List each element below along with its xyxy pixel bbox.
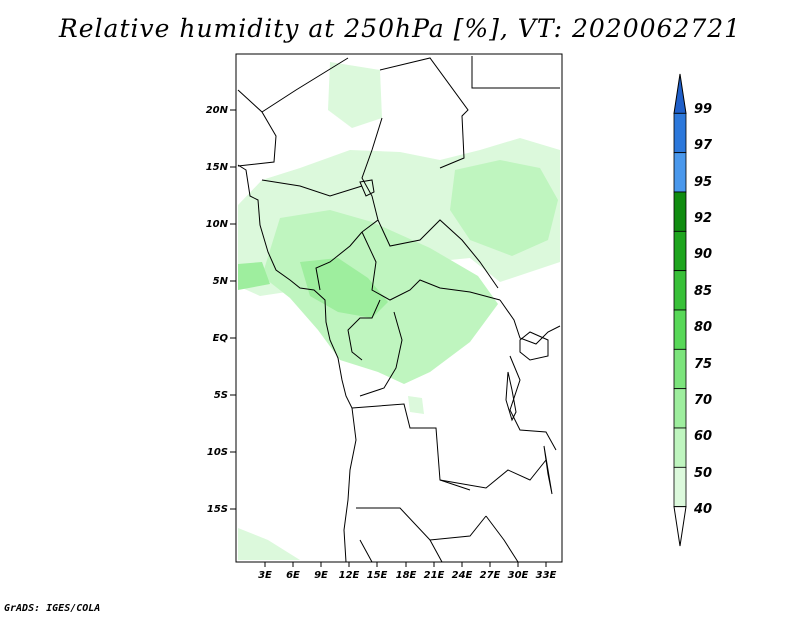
border-north-2 — [261, 57, 349, 113]
border-sahel — [261, 179, 363, 197]
colorbar-segment — [673, 348, 687, 390]
map-frame — [235, 53, 563, 563]
humidity-region-east — [450, 160, 558, 256]
x-tick-label: 6E — [286, 570, 300, 581]
border-south — [359, 515, 519, 563]
colorbar-top-arrow — [673, 73, 687, 114]
humidity-region-west-coast — [238, 262, 270, 290]
border-north-1 — [237, 89, 277, 167]
border-congo-2 — [359, 311, 403, 397]
x-tick-label: 15E — [367, 570, 388, 581]
border-north-4 — [361, 117, 383, 233]
colorbar-label: 50 — [694, 466, 712, 481]
humidity-region-core — [300, 258, 388, 318]
y-tick-label: 20N — [206, 105, 229, 116]
colorbar-label: 70 — [694, 393, 712, 408]
x-tick-label: 9E — [314, 570, 328, 581]
x-tick-label: 24E — [452, 570, 473, 581]
border-zambia — [439, 459, 547, 489]
colorbar-label: 99 — [694, 102, 712, 117]
colorbar-segment — [673, 388, 687, 429]
y-tick-label: 15N — [206, 162, 229, 173]
lake-chad — [359, 179, 375, 197]
colorbar-segment — [673, 466, 687, 508]
colorbar — [673, 73, 687, 547]
humidity-region-southwest — [238, 528, 300, 560]
colorbar-segment — [673, 427, 687, 468]
colorbar-label: 80 — [694, 320, 712, 335]
y-axis-labels: 20N 15N 10N 5N EQ 5S 10S 15S — [206, 105, 229, 515]
colorbar-segment — [673, 270, 687, 311]
border-congo-1 — [347, 299, 381, 361]
colorbar-segment — [673, 309, 687, 350]
x-tick-label: 18E — [396, 570, 417, 581]
x-tick-label: 30E — [508, 570, 529, 581]
border-angola-1 — [351, 403, 471, 491]
colorbar-label: 90 — [694, 247, 712, 262]
colorbar-segment — [673, 112, 687, 154]
grads-credit: GrADS: IGES/COLA — [4, 603, 101, 614]
border-central-2 — [377, 219, 499, 289]
border-north-5 — [471, 56, 560, 89]
x-axis-labels: 3E 6E 9E 12E 15E 18E 21E 24E 27E 30E 33E — [258, 570, 556, 581]
y-tick-label: 5N — [213, 276, 229, 287]
x-tick-label: 27E — [480, 570, 501, 581]
x-tick-label: 21E — [424, 570, 445, 581]
border-east-2 — [509, 355, 557, 451]
y-tick-label: 10N — [206, 219, 229, 230]
map-title: Relative humidity at 250hPa [%], VT: 202… — [58, 14, 742, 43]
y-tick-label: 15S — [207, 504, 228, 515]
colorbar-label: 97 — [694, 138, 713, 153]
border-east-1 — [499, 299, 561, 345]
x-tick-label: 3E — [258, 570, 272, 581]
x-tick-label: 12E — [339, 570, 360, 581]
x-axis — [264, 562, 547, 567]
colorbar-segment — [673, 191, 687, 232]
colorbar-label: 92 — [694, 211, 712, 226]
colorbar-label: 95 — [694, 175, 712, 190]
border-angola-2 — [356, 507, 487, 541]
lake-nyasa — [543, 445, 553, 495]
y-tick-label: 10S — [207, 447, 228, 458]
humidity-region-spot — [408, 396, 424, 414]
colorbar-label: 75 — [694, 357, 712, 372]
country-borders — [237, 56, 561, 563]
colorbar-labels: 99 97 95 92 90 85 80 75 70 60 50 40 — [693, 102, 713, 517]
lake-victoria — [519, 331, 549, 361]
lake-tanganyika — [505, 371, 517, 422]
colorbar-segment — [673, 152, 687, 193]
y-tick-label: 5S — [214, 390, 228, 401]
y-axis — [230, 109, 236, 510]
colorbar-label: 40 — [693, 502, 712, 517]
border-north-3 — [379, 57, 469, 169]
border-central-3 — [361, 231, 501, 301]
y-tick-label: EQ — [213, 333, 229, 344]
colorbar-label: 85 — [694, 284, 712, 299]
humidity-field — [238, 62, 560, 560]
border-central-1 — [315, 231, 363, 291]
colorbar-bottom-arrow — [673, 506, 687, 547]
colorbar-segment — [673, 230, 687, 272]
coastline-west-africa — [237, 164, 357, 563]
x-tick-label: 33E — [536, 570, 557, 581]
humidity-region-north — [328, 62, 382, 128]
colorbar-label: 60 — [694, 429, 712, 444]
